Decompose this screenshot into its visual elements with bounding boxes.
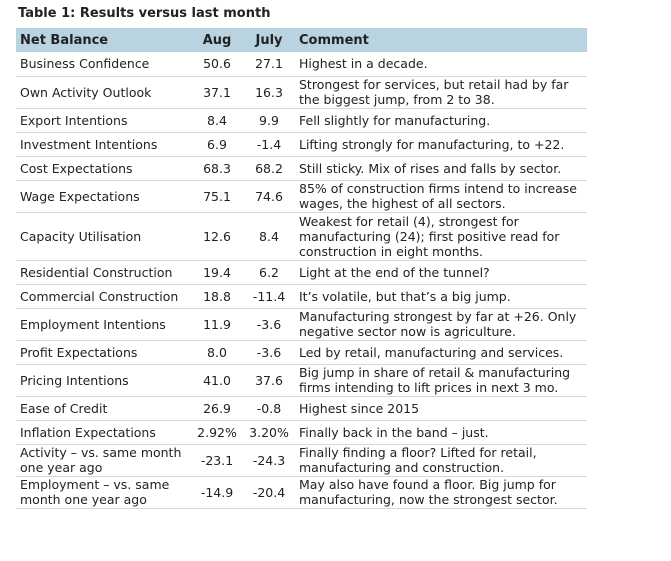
row-name: Ease of Credit	[16, 396, 191, 421]
row-comment: Big jump in share of retail & manufactur…	[295, 364, 587, 397]
row-comment: It’s volatile, but that’s a big jump.	[295, 284, 587, 309]
table-row: Residential Construction 19.4 6.2 Light at …	[16, 260, 587, 285]
row-aug: 68.3	[191, 156, 243, 181]
table-row: Pricing Intentions 41.0 37.6 Big jump in sh…	[16, 364, 587, 397]
row-name: Profit Expectations	[16, 340, 191, 365]
row-july: -0.8	[243, 396, 295, 421]
header-comment: Comment	[295, 28, 587, 52]
row-comment: Highest since 2015	[295, 396, 587, 421]
row-july: 9.9	[243, 108, 295, 133]
row-july: 6.2	[243, 260, 295, 285]
row-aug: 37.1	[191, 76, 243, 109]
row-name: Employment Intentions	[16, 308, 191, 341]
row-comment: Strongest for services, but retail had b…	[295, 76, 587, 109]
row-name: Investment Intentions	[16, 132, 191, 157]
row-aug: 12.6	[191, 212, 243, 261]
row-aug: 75.1	[191, 180, 243, 213]
row-aug: 19.4	[191, 260, 243, 285]
row-name: Activity – vs. same month one year ago	[16, 444, 191, 477]
results-table: Net Balance Aug July Comment Business Co…	[16, 28, 587, 509]
row-comment: May also have found a floor. Big jump fo…	[295, 476, 587, 509]
table-row: Cost Expectations 68.3 68.2 Still sticky. M…	[16, 156, 587, 181]
row-aug: -14.9	[191, 476, 243, 509]
row-aug: 6.9	[191, 132, 243, 157]
row-july: 74.6	[243, 180, 295, 213]
table-header-row: Net Balance Aug July Comment	[16, 28, 587, 52]
table-row: Employment Intentions 11.9 -3.6 Manufacturi…	[16, 308, 587, 341]
row-aug: 11.9	[191, 308, 243, 341]
row-name: Export Intentions	[16, 108, 191, 133]
table-row: Employment – vs. same month one year ago…	[16, 476, 587, 509]
row-name: Residential Construction	[16, 260, 191, 285]
row-aug: 18.8	[191, 284, 243, 309]
row-aug: 41.0	[191, 364, 243, 397]
row-comment: Light at the end of the tunnel?	[295, 260, 587, 285]
table-row: Own Activity Outlook 37.1 16.3 Strongest fo…	[16, 76, 587, 109]
row-name: Pricing Intentions	[16, 364, 191, 397]
header-aug: Aug	[191, 28, 243, 52]
row-comment: Finally finding a floor? Lifted for reta…	[295, 444, 587, 477]
row-july: -3.6	[243, 308, 295, 341]
row-july: -3.6	[243, 340, 295, 365]
row-name: Own Activity Outlook	[16, 76, 191, 109]
row-aug: 8.4	[191, 108, 243, 133]
row-comment: Led by retail, manufacturing and service…	[295, 340, 587, 365]
row-aug: 8.0	[191, 340, 243, 365]
header-net-balance: Net Balance	[16, 28, 191, 52]
row-comment: Highest in a decade.	[295, 52, 587, 77]
row-comment: Weakest for retail (4), strongest for ma…	[295, 212, 587, 261]
table-row: Activity – vs. same month one year ago -2…	[16, 444, 587, 477]
row-july: 68.2	[243, 156, 295, 181]
table-title: Table 1: Results versus last month	[18, 6, 271, 21]
table-row: Wage Expectations 75.1 74.6 85% of construc…	[16, 180, 587, 213]
table-row: Ease of Credit 26.9 -0.8 Highest since 2015	[16, 396, 587, 421]
row-july: -24.3	[243, 444, 295, 477]
table-row: Export Intentions 8.4 9.9 Fell slightly for…	[16, 108, 587, 133]
row-july: 27.1	[243, 52, 295, 77]
row-aug: 50.6	[191, 52, 243, 77]
table-row: Business Confidence 50.6 27.1 Highest in a …	[16, 52, 587, 77]
table-row: Commercial Construction 18.8 -11.4 It’s vol…	[16, 284, 587, 309]
row-july: 37.6	[243, 364, 295, 397]
row-aug: -23.1	[191, 444, 243, 477]
table-row: Inflation Expectations 2.92% 3.20% Finally …	[16, 420, 587, 445]
row-comment: Manufacturing strongest by far at +26. O…	[295, 308, 587, 341]
row-july: -11.4	[243, 284, 295, 309]
row-comment: Lifting strongly for manufacturing, to +…	[295, 132, 587, 157]
row-july: -1.4	[243, 132, 295, 157]
row-name: Business Confidence	[16, 52, 191, 77]
row-name: Cost Expectations	[16, 156, 191, 181]
row-july: 3.20%	[243, 420, 295, 445]
row-name: Commercial Construction	[16, 284, 191, 309]
row-name: Wage Expectations	[16, 180, 191, 213]
row-comment: Still sticky. Mix of rises and falls by …	[295, 156, 587, 181]
table-row: Profit Expectations 8.0 -3.6 Led by retail,…	[16, 340, 587, 365]
row-aug: 2.92%	[191, 420, 243, 445]
row-july: -20.4	[243, 476, 295, 509]
row-name: Inflation Expectations	[16, 420, 191, 445]
row-name: Capacity Utilisation	[16, 212, 191, 261]
row-comment: Fell slightly for manufacturing.	[295, 108, 587, 133]
row-name: Employment – vs. same month one year ago	[16, 476, 191, 509]
row-comment: 85% of construction firms intend to incr…	[295, 180, 587, 213]
table-row: Investment Intentions 6.9 -1.4 Lifting stro…	[16, 132, 587, 157]
row-july: 16.3	[243, 76, 295, 109]
row-comment: Finally back in the band – just.	[295, 420, 587, 445]
table-row: Capacity Utilisation 12.6 8.4 Weakest for r…	[16, 212, 587, 261]
row-aug: 26.9	[191, 396, 243, 421]
row-july: 8.4	[243, 212, 295, 261]
header-july: July	[243, 28, 295, 52]
